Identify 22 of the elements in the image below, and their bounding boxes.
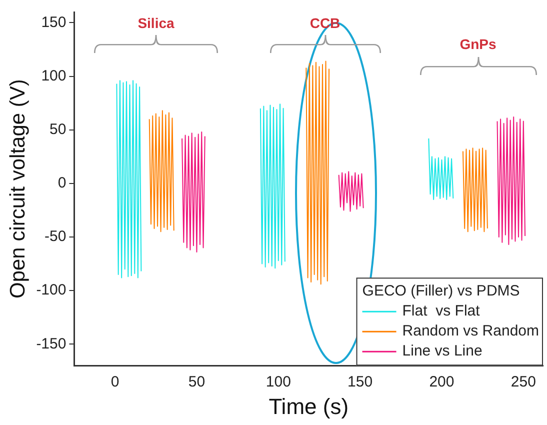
x-tick-label: 150 [348,374,373,391]
annotation: Silica [138,14,174,31]
legend-label: Flat vs Flat [402,302,481,320]
x-tick-label: 0 [110,374,120,391]
x-axis-title: Time (s) [268,394,349,419]
y-tick-label: -100 [36,282,66,299]
y-tick-label: 0 [58,174,66,192]
x-tick-label: 50 [188,374,206,391]
y-tick-label: 100 [41,67,66,84]
y-tick-label: -150 [36,335,66,352]
x-tick-label: 100 [266,374,291,391]
x-tick-label: 200 [429,374,454,391]
legend-label: Line vs Line [402,342,482,360]
y-tick-label: 50 [50,121,66,138]
y-tick-label: -50 [44,228,66,246]
y-axis-title: Open circuit voltage (V) [6,79,30,299]
x-tick-label: 250 [510,374,536,391]
legend-title: GECO (Filler) vs PDMS [362,282,520,300]
annotation: CCB [310,14,340,31]
legend-label: Random vs Random [402,322,540,340]
y-tick-label: 150 [41,14,66,31]
annotation: GnPs [460,36,496,52]
